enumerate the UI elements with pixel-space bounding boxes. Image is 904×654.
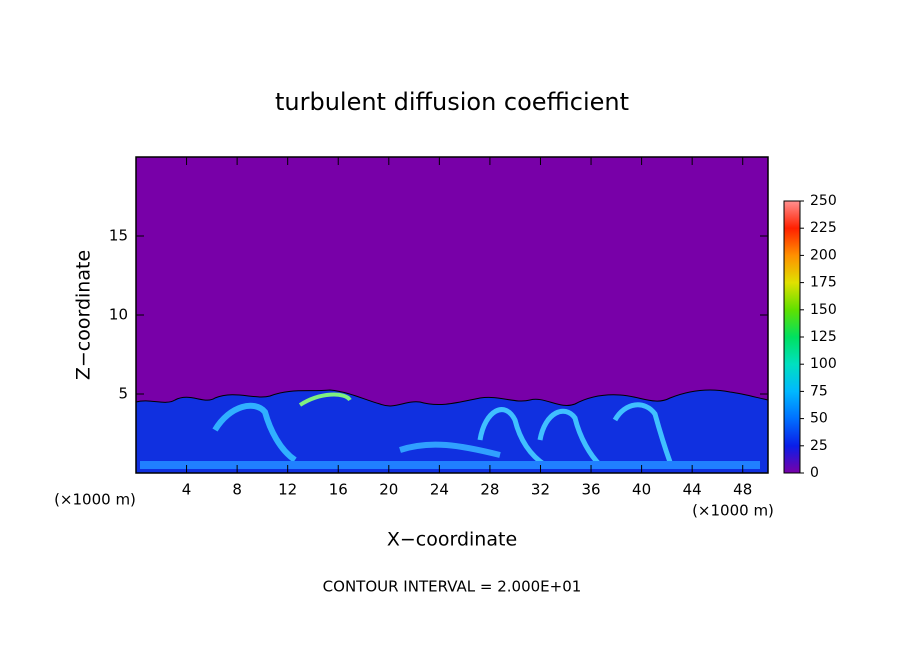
- x-tick-label: 20: [379, 481, 398, 499]
- field-swirl: [612, 402, 673, 463]
- x-tick-label: 36: [581, 481, 600, 499]
- colorbar-tick-label: 125: [810, 329, 837, 345]
- colorbar-tick-label: 100: [810, 356, 837, 372]
- x-tick-label: 4: [182, 481, 192, 499]
- x-tick-label: 8: [232, 481, 242, 499]
- field-swirl: [537, 408, 602, 467]
- x-tick-label: 48: [733, 481, 752, 499]
- y-axis-label: Z−coordinate: [73, 250, 95, 380]
- field-swirl: [212, 402, 297, 463]
- x-unit-label: (×1000 m): [692, 502, 774, 520]
- x-tick-label: 24: [430, 481, 449, 499]
- colorbar-tick-label: 225: [810, 220, 837, 236]
- field-swirl: [298, 392, 352, 407]
- field: [135, 157, 769, 474]
- x-unit-label: (×1000 m): [54, 491, 136, 509]
- colorbar-tick-label: 75: [810, 383, 828, 399]
- x-tick-label: 44: [683, 481, 702, 499]
- y-tick-label: 10: [109, 306, 128, 324]
- colorbar-tick-label: 175: [810, 275, 837, 291]
- x-tick-label: 16: [329, 481, 348, 499]
- colorbar-tick-label: 25: [810, 438, 828, 454]
- field-layer: [135, 389, 769, 474]
- x-axis-label: X−coordinate: [387, 529, 517, 551]
- colorbar: [783, 200, 801, 474]
- colorbar-tick-label: 250: [810, 193, 837, 209]
- field-swirl: [399, 441, 501, 458]
- x-tick-label: 40: [632, 481, 651, 499]
- y-tick-label: 15: [109, 227, 128, 245]
- chart-title: turbulent diffusion coefficient: [275, 88, 629, 116]
- x-tick-label: 28: [480, 481, 499, 499]
- field-swirl: [477, 407, 547, 468]
- x-tick-label: 12: [278, 481, 297, 499]
- x-tick-label: 32: [531, 481, 550, 499]
- y-tick-label: 5: [118, 385, 128, 403]
- colorbar-tick-label: 200: [810, 247, 837, 263]
- colorbar-tick-label: 0: [810, 465, 819, 481]
- footnote: CONTOUR INTERVAL = 2.000E+01: [323, 578, 582, 596]
- colorbar-tick-label: 50: [810, 411, 828, 427]
- colorbar-tick-label: 150: [810, 302, 837, 318]
